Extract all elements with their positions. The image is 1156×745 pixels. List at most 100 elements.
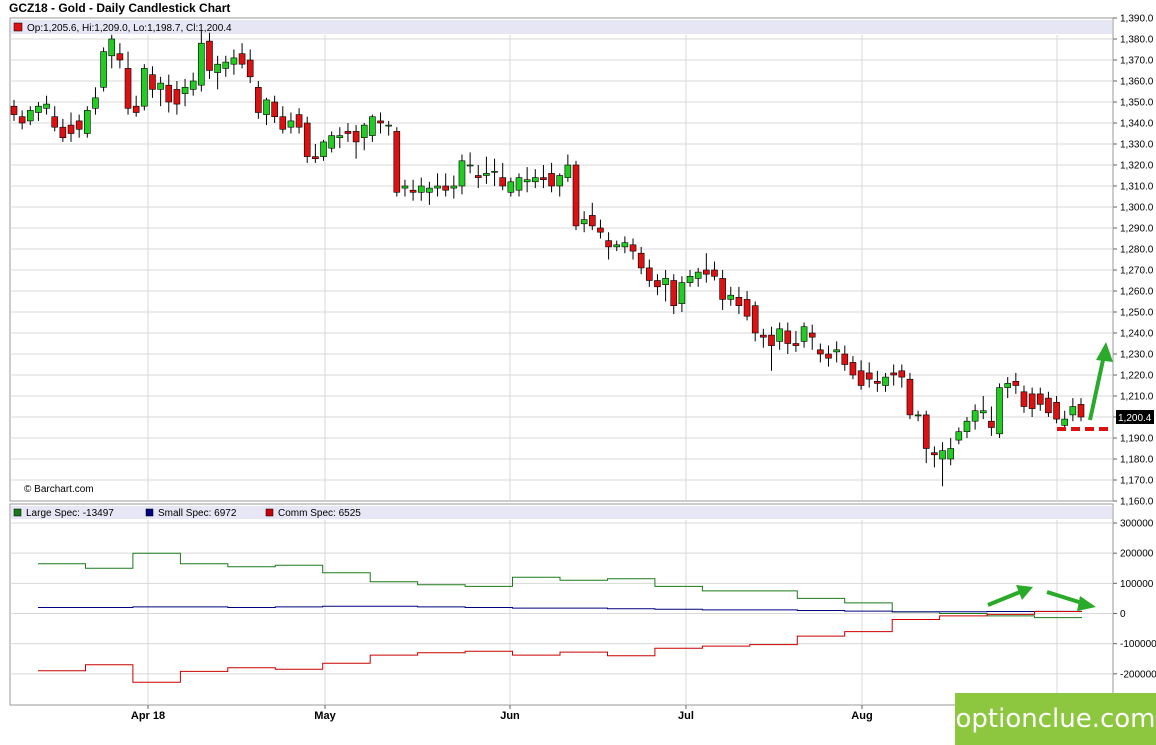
ohlc-legend-text: Op:1,205.6, Hi:1,209.0, Lo:1,198.7, Cl:1… — [27, 23, 232, 34]
candle — [100, 47, 107, 92]
candle — [979, 396, 987, 420]
candle — [825, 345, 832, 367]
candle — [1053, 396, 1060, 424]
candle-body — [768, 334, 775, 346]
candle-body — [352, 131, 360, 143]
candle-body — [605, 240, 612, 248]
candle — [971, 404, 979, 430]
candle-body — [507, 181, 515, 193]
candle-body — [865, 372, 873, 380]
candle-body — [336, 135, 344, 139]
candle-body — [426, 187, 433, 193]
candle-body — [35, 105, 42, 113]
candle-body — [1045, 397, 1052, 414]
candle — [43, 95, 50, 115]
candle-body — [947, 448, 954, 460]
candle — [198, 30, 205, 92]
ohlc-legend-bar — [11, 20, 1112, 34]
candle-body — [882, 376, 889, 386]
price-tick-label: 1,310.0 — [1120, 182, 1154, 193]
price-tick-label: 1,350.0 — [1120, 98, 1154, 109]
candle — [466, 152, 474, 174]
candle — [141, 64, 148, 111]
candle — [760, 328, 767, 348]
candle — [255, 81, 262, 119]
candle-body — [719, 278, 726, 300]
candle-body — [1061, 418, 1069, 426]
candle — [442, 173, 449, 197]
annotation-up-arrow — [1088, 342, 1113, 421]
candle — [637, 246, 645, 275]
cot-series-line — [38, 611, 1082, 683]
candle-body — [491, 171, 498, 173]
candle — [458, 154, 466, 195]
candle-body — [906, 378, 914, 416]
candle-body — [295, 114, 303, 128]
candle — [988, 406, 995, 436]
candle — [841, 345, 849, 371]
candle-body — [1053, 401, 1060, 420]
candle — [132, 95, 140, 117]
cot-tick-label: -200000 — [1120, 669, 1156, 680]
candle — [580, 211, 588, 233]
candle-body — [580, 219, 588, 225]
candle-body — [531, 177, 539, 183]
candle — [540, 165, 547, 189]
candle-body — [637, 252, 645, 269]
last-price-marker — [1116, 410, 1154, 424]
candle — [898, 364, 906, 388]
candle — [312, 144, 319, 163]
cot-legend-label: Large Spec: -13497 — [26, 508, 114, 519]
candle — [621, 236, 629, 254]
candle — [646, 259, 653, 287]
candle — [393, 127, 401, 197]
price-tick-label: 1,260.0 — [1120, 287, 1154, 298]
cot-tick-label: 100000 — [1120, 579, 1154, 590]
candle — [588, 202, 596, 231]
candle-body — [401, 185, 409, 189]
candle-body — [890, 372, 897, 376]
candle-body — [385, 124, 392, 127]
price-tick-label: 1,210.0 — [1120, 392, 1154, 403]
candle-body — [279, 116, 287, 130]
candle-body — [922, 414, 930, 449]
candle — [523, 167, 531, 193]
candle — [654, 274, 661, 296]
candle-body — [914, 414, 922, 417]
candle — [556, 173, 564, 197]
candle — [1045, 391, 1052, 417]
candle-body — [181, 87, 189, 94]
candle — [181, 78, 189, 107]
candle-body — [84, 110, 91, 134]
candle — [303, 116, 311, 163]
candle — [719, 270, 726, 310]
candle — [817, 343, 824, 363]
candle — [906, 372, 914, 420]
candle — [377, 112, 384, 134]
cot-legend-swatch — [265, 508, 274, 517]
candle-body — [792, 343, 800, 346]
candle-body — [483, 173, 490, 176]
candle-body — [1077, 404, 1085, 418]
candle-body — [963, 420, 971, 433]
candle — [531, 169, 539, 189]
candle-body — [75, 120, 83, 130]
candle — [613, 240, 621, 252]
candle — [67, 112, 75, 142]
candle-body — [629, 244, 637, 252]
candle — [271, 95, 278, 123]
candle-body — [833, 349, 840, 353]
candle-body — [703, 269, 710, 275]
candle — [686, 270, 694, 287]
candle-body — [124, 68, 132, 109]
candle-body — [800, 326, 808, 342]
candle-body — [646, 267, 653, 281]
candle-body — [287, 120, 295, 128]
candle-body — [817, 349, 824, 355]
candle — [1020, 385, 1028, 413]
candle — [572, 160, 580, 231]
candle — [564, 154, 572, 182]
candle — [124, 51, 132, 115]
candle-body — [18, 116, 26, 124]
candle-body — [597, 227, 604, 233]
